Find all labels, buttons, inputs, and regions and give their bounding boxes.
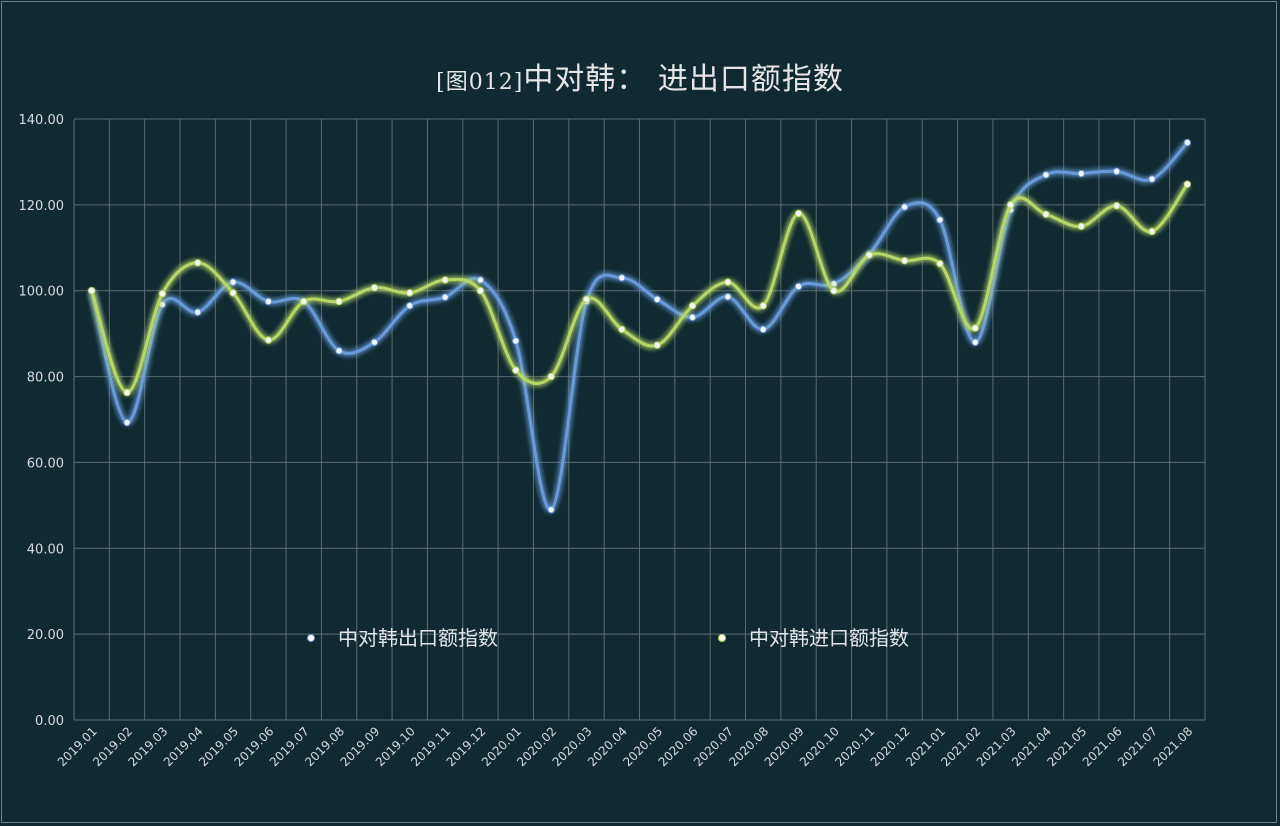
data-point <box>1006 201 1015 209</box>
data-point <box>335 297 343 306</box>
chart-title: [图012]中对韩： 进出口额指数 <box>0 54 1280 98</box>
data-point <box>87 287 96 295</box>
data-point <box>1042 171 1050 179</box>
data-point <box>1112 167 1121 176</box>
data-point <box>512 366 520 374</box>
data-point <box>688 302 697 310</box>
data-point <box>830 287 838 295</box>
data-point <box>300 297 308 306</box>
data-point <box>441 293 449 301</box>
data-point <box>794 282 803 291</box>
data-point <box>229 278 237 286</box>
data-point <box>618 325 626 334</box>
data-point <box>618 274 626 282</box>
data-point <box>335 347 343 355</box>
data-point <box>406 302 414 310</box>
data-point <box>1042 210 1050 219</box>
y-tick-label: 100.00 <box>19 285 65 300</box>
legend-label-import: 中对韩进口额指数 <box>749 626 909 650</box>
data-point <box>759 302 767 310</box>
data-point <box>547 372 555 381</box>
data-point <box>936 216 944 224</box>
data-point <box>123 418 131 427</box>
legend-item-export: 中对韩出口额指数 <box>291 626 498 650</box>
data-point <box>688 313 697 322</box>
data-point <box>1183 138 1192 147</box>
grid-layer <box>73 118 1206 721</box>
data-point <box>936 259 944 268</box>
y-axis-ticks: 0.00 20.00 40.00 60.00 80.00 100.00 120.00 140.… <box>19 113 65 729</box>
data-point <box>264 297 273 306</box>
legend-label-export: 中对韩出口额指数 <box>338 626 498 650</box>
legend-item-import: 中对韩进口额指数 <box>702 626 909 650</box>
data-point <box>724 293 732 301</box>
x-tick-label: 2021.08 <box>1150 724 1195 769</box>
data-point <box>370 284 379 292</box>
data-point <box>406 289 414 297</box>
data-point <box>865 251 873 259</box>
legend: 中对韩出口额指数 中对韩进口额指数 <box>291 626 909 650</box>
y-tick-label: 20.00 <box>27 628 64 643</box>
data-point <box>158 290 167 298</box>
data-point <box>900 203 909 211</box>
data-point <box>1148 175 1156 183</box>
data-point <box>123 388 131 397</box>
data-point <box>476 276 485 284</box>
data-point <box>653 341 661 349</box>
data-point <box>370 338 379 346</box>
data-point <box>724 278 732 286</box>
x-axis-ticks: 2019.012019.022019.032019.042019.052019.… <box>55 724 1196 769</box>
y-tick-label: 140.00 <box>19 113 65 128</box>
data-point <box>547 505 555 514</box>
y-tick-label: 40.00 <box>27 542 64 557</box>
data-point <box>1077 222 1085 231</box>
chart-title-tag: [图012] <box>436 70 524 95</box>
series-layer <box>87 138 1192 514</box>
data-point <box>900 256 909 265</box>
data-point <box>229 289 237 297</box>
y-tick-label: 80.00 <box>27 371 64 386</box>
data-point <box>476 287 485 295</box>
chart-title-text: 中对韩： 进出口额指数 <box>523 62 844 97</box>
data-point <box>971 338 979 346</box>
data-point <box>264 336 273 344</box>
data-point <box>194 308 202 316</box>
y-tick-label: 0.00 <box>35 714 64 729</box>
data-point <box>441 276 449 284</box>
data-point <box>794 209 803 218</box>
data-point <box>1183 180 1192 188</box>
data-point <box>1148 227 1156 236</box>
data-point <box>653 295 661 303</box>
data-point <box>1077 169 1085 178</box>
data-point <box>759 325 767 334</box>
data-point <box>582 295 591 303</box>
data-point <box>1112 202 1121 210</box>
data-point <box>971 324 979 332</box>
y-tick-label: 120.00 <box>19 199 65 214</box>
data-point <box>194 259 202 267</box>
data-point <box>512 337 520 345</box>
series-import <box>87 180 1192 397</box>
y-tick-label: 60.00 <box>27 456 64 471</box>
